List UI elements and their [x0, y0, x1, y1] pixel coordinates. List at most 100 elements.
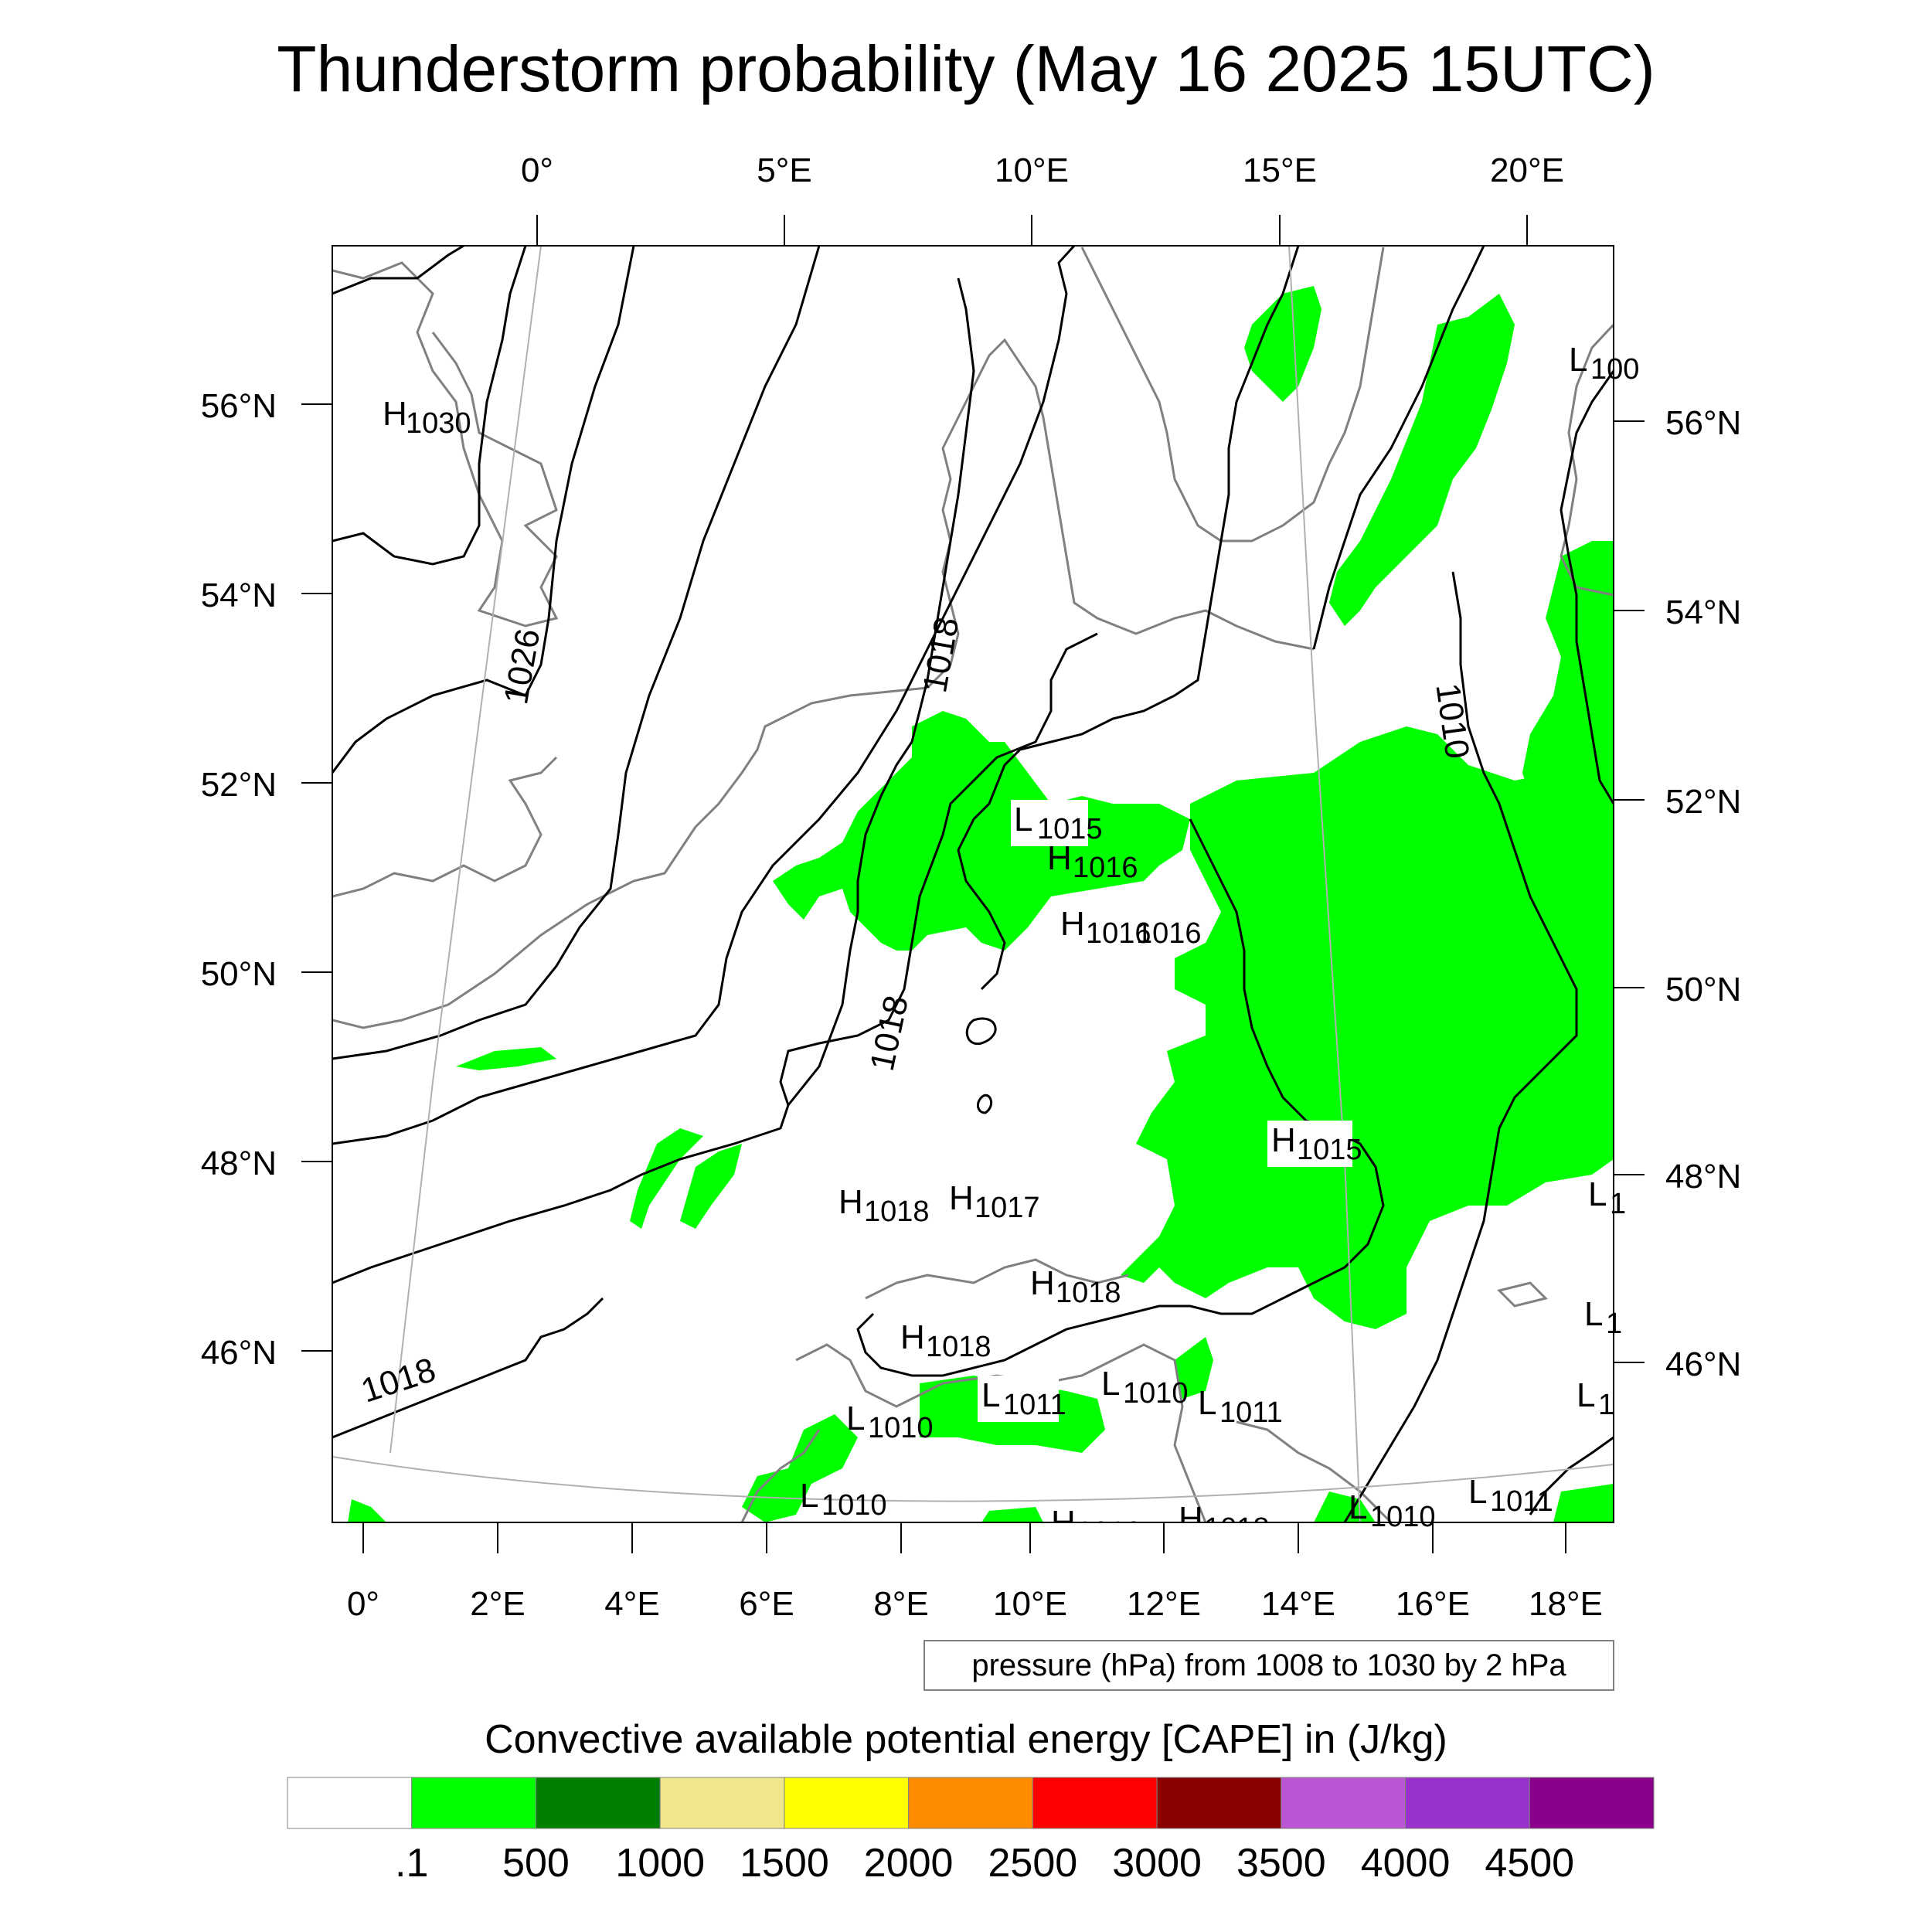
- svg-text:1030: 1030: [406, 407, 471, 440]
- left-lat-label: 46°N: [201, 1334, 277, 1372]
- colorbar-label: 2500: [988, 1841, 1078, 1886]
- svg-text:L: L: [1569, 341, 1587, 379]
- svg-text:H: H: [1179, 1500, 1203, 1538]
- colorbar-swatch: [1281, 1777, 1406, 1829]
- colorbar-swatch: [287, 1777, 413, 1829]
- map-title: Thunderstorm probability (May 16 2025 15…: [277, 32, 1655, 105]
- isobar-1028: [332, 246, 527, 566]
- left-lat-label: 54°N: [201, 577, 277, 614]
- label-box: [1267, 1121, 1352, 1167]
- label-box: [978, 1376, 1059, 1422]
- pressure-centers-clipped: H 1018 H 1018: [1051, 1500, 1270, 1545]
- pressure-center: H 1018: [1179, 1500, 1270, 1545]
- left-lat-label: 52°N: [201, 766, 277, 804]
- colorbar-swatch: [1529, 1777, 1655, 1829]
- isobar-1022: [332, 246, 1076, 1145]
- bottom-lon-label: 12°E: [1127, 1585, 1201, 1623]
- svg-text:1: 1: [1598, 1389, 1614, 1421]
- svg-text:1010: 1010: [821, 1489, 887, 1522]
- pressure-center: 1016: [1136, 917, 1202, 950]
- svg-text:1018: 1018: [864, 1196, 930, 1228]
- coast-baltic-east: [1560, 323, 1614, 597]
- svg-text:L: L: [1588, 1175, 1607, 1213]
- left-lat-label: 48°N: [201, 1145, 277, 1182]
- svg-text:H: H: [1047, 839, 1072, 877]
- colorbar-swatch: [535, 1777, 661, 1829]
- pressure-center: L 1015: [1014, 801, 1103, 845]
- right-lat-label: 54°N: [1665, 594, 1741, 631]
- left-lat-label: 50°N: [201, 955, 277, 993]
- border-hungary: [1497, 1281, 1548, 1308]
- top-axis: 0° 5°E 10°E 15°E 20°E: [521, 151, 1564, 246]
- svg-text:1015: 1015: [1037, 813, 1103, 845]
- pressure-center: H 1016: [1060, 905, 1151, 950]
- svg-text:1011: 1011: [1490, 1485, 1553, 1518]
- svg-text:1: 1: [1610, 1188, 1626, 1220]
- svg-text:1016: 1016: [1136, 917, 1202, 950]
- svg-text:L: L: [1468, 1473, 1487, 1511]
- svg-text:1015: 1015: [1297, 1134, 1362, 1166]
- graticule-lon-0: [389, 246, 542, 1454]
- svg-text:H: H: [900, 1318, 925, 1356]
- svg-text:L: L: [1577, 1376, 1595, 1414]
- svg-text:H: H: [1271, 1121, 1296, 1159]
- colorbar-label: 1000: [615, 1841, 705, 1886]
- svg-text:1010: 1010: [1370, 1501, 1436, 1533]
- cape-area-scandinavia: [1244, 286, 1321, 402]
- cape-area-poland-east: [1522, 541, 1614, 858]
- colorbar: [287, 1777, 1655, 1829]
- colorbar-label: 4500: [1485, 1841, 1574, 1886]
- map-frame: [332, 245, 1614, 1523]
- svg-text:1018: 1018: [1056, 1277, 1121, 1309]
- bottom-lon-label: 4°E: [604, 1585, 659, 1623]
- right-axis: 56°N 54°N 52°N 50°N 48°N 46°N: [1614, 404, 1741, 1383]
- legend-title: Convective available potential energy [C…: [485, 1717, 1447, 1762]
- colorbar-label: 2000: [864, 1841, 954, 1886]
- isobar-1018-west: [332, 1297, 604, 1439]
- bottom-lon-label: 16°E: [1396, 1585, 1470, 1623]
- cape-area-italy-west: [742, 1414, 858, 1522]
- svg-text:1011: 1011: [1003, 1389, 1066, 1421]
- svg-text:1018: 1018: [1204, 1512, 1270, 1545]
- top-lon-label: 0°: [521, 151, 553, 189]
- svg-text:H: H: [1030, 1264, 1055, 1302]
- bottom-lon-label: 8°E: [873, 1585, 928, 1623]
- isobar-1014: [856, 818, 1385, 1377]
- svg-text:H: H: [383, 395, 407, 433]
- svg-text:1010: 1010: [1123, 1377, 1189, 1410]
- svg-text:1018: 1018: [926, 1331, 992, 1363]
- coast-britain-south: [332, 756, 558, 898]
- svg-text:1011: 1011: [1219, 1396, 1283, 1429]
- colorbar-label: 500: [502, 1841, 570, 1886]
- colorbar-swatch: [784, 1777, 910, 1829]
- isobar-1024: [332, 246, 821, 1060]
- svg-text:1016: 1016: [1073, 852, 1138, 884]
- cape-area-rhine: [773, 711, 1190, 951]
- left-axis: 56°N 54°N 52°N 50°N 48°N 46°N: [201, 387, 332, 1372]
- pressure-center: H 1017: [949, 1179, 1040, 1224]
- pressure-center: H 1016: [1047, 839, 1138, 884]
- svg-text:L: L: [1349, 1488, 1367, 1526]
- isobar-info-box: pressure (hPa) from 1008 to 1030 by 2 hP…: [923, 1640, 1614, 1691]
- cape-area-sw-corner: [348, 1499, 386, 1522]
- top-lon-label: 20°E: [1490, 151, 1564, 189]
- cape-area-channel: [456, 1047, 556, 1070]
- svg-text:L: L: [1584, 1295, 1603, 1333]
- colorbar-swatch: [411, 1777, 536, 1829]
- top-lon-label: 15°E: [1243, 151, 1317, 189]
- colorbar-swatch: [1156, 1777, 1282, 1829]
- right-lat-label: 48°N: [1665, 1158, 1741, 1196]
- bottom-lon-label: 2°E: [470, 1585, 525, 1623]
- coast-italy: [795, 1343, 1207, 1522]
- svg-text:1017: 1017: [975, 1192, 1040, 1224]
- coast-germany-denmark: [926, 338, 1315, 689]
- isobar-small-1: [965, 1017, 997, 1046]
- pressure-center: L 1011: [1468, 1473, 1553, 1518]
- pressure-center: H 1018: [1030, 1264, 1121, 1309]
- isobar-1030: [332, 246, 464, 295]
- colorbar-swatch: [1405, 1777, 1530, 1829]
- pressure-center: H 1018: [838, 1183, 930, 1228]
- right-lat-label: 46°N: [1665, 1345, 1741, 1383]
